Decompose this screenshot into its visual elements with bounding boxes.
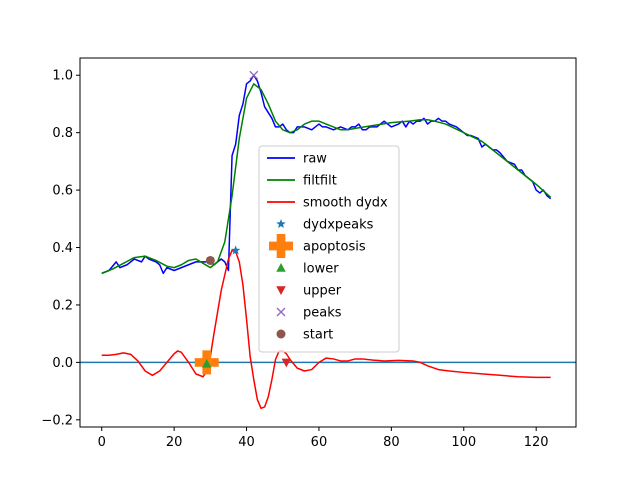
legend-item-start: start (276, 328, 333, 343)
x-axis: 0 20 40 60 80 100 120 (98, 427, 549, 450)
y-tick-label-6: 1.0 (52, 69, 73, 84)
x-tick-label-6: 120 (524, 435, 549, 450)
legend-label-smooth-dydx: smooth dydx (303, 196, 388, 211)
x-tick-label-4: 80 (383, 435, 400, 450)
x-tick-label-5: 100 (451, 435, 476, 450)
dydxpeaks-marker-0 (230, 245, 241, 255)
series-lower (201, 358, 212, 368)
legend-swatch-start (276, 329, 286, 339)
legend: raw filtfilt smooth dydx dydxpeaks apoptosis… (258, 145, 400, 353)
series-filtfilt (101, 83, 552, 275)
legend-item-smooth-dydx: smooth dydx (267, 196, 388, 211)
series-layer (101, 70, 552, 410)
legend-label-start: start (303, 328, 333, 343)
x-tick-label-2: 40 (238, 435, 255, 450)
legend-swatch-lower (276, 263, 286, 272)
y-tick-label-2: 0.2 (52, 298, 73, 313)
legend-item-apoptosis: apoptosis (269, 234, 366, 258)
series-upper (281, 358, 292, 368)
x-tick-label-1: 20 (166, 435, 183, 450)
legend-item-lower: lower (276, 262, 339, 277)
series-smooth-dydx-line (101, 249, 551, 410)
x-tick-label-0: 0 (98, 435, 106, 450)
series-filtfilt-line (101, 83, 552, 275)
y-tick-label-1: 0.0 (52, 356, 73, 371)
legend-swatch-apoptosis (269, 234, 293, 258)
lower-marker-0 (201, 358, 212, 368)
y-tick-label-3: 0.4 (52, 241, 73, 256)
y-tick-label-4: 0.6 (52, 184, 73, 199)
legend-label-upper: upper (303, 284, 342, 299)
y-axis: −0.2 0.0 0.2 0.4 0.6 0.8 1.0 (41, 69, 80, 428)
legend-item-raw: raw (267, 152, 327, 167)
peaks-marker-0 (249, 70, 259, 80)
x-tick-label-3: 60 (311, 435, 328, 450)
legend-item-upper: upper (276, 284, 342, 299)
legend-box (258, 145, 400, 353)
series-peaks (249, 70, 259, 80)
legend-label-raw: raw (303, 152, 327, 167)
legend-label-lower: lower (303, 262, 339, 277)
legend-swatch-dydxpeaks (276, 219, 286, 229)
upper-marker-0 (281, 358, 292, 368)
axes-frame (79, 57, 577, 428)
legend-label-apoptosis: apoptosis (303, 240, 366, 255)
y-tick-label-5: 0.8 (52, 126, 73, 141)
legend-label-filtfilt: filtfilt (303, 174, 337, 189)
legend-swatch-peaks (276, 307, 286, 317)
series-start (205, 255, 215, 265)
y-tick-label-0: −0.2 (41, 413, 73, 428)
legend-item-peaks: peaks (276, 306, 342, 321)
legend-label-peaks: peaks (303, 306, 342, 321)
legend-swatch-upper (276, 286, 286, 295)
legend-item-dydxpeaks: dydxpeaks (276, 218, 374, 233)
start-marker-0 (205, 255, 215, 265)
series-dydxpeaks (230, 245, 241, 255)
series-smooth-dydx (101, 249, 551, 410)
legend-label-dydxpeaks: dydxpeaks (303, 218, 374, 233)
legend-item-filtfilt: filtfilt (267, 174, 337, 189)
